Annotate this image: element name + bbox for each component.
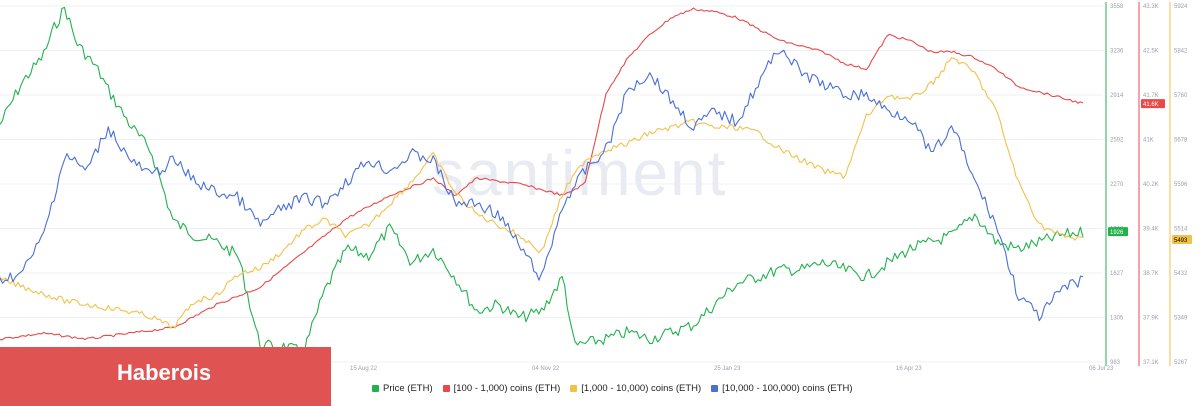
y-tick-label: 5514 <box>1174 227 1188 233</box>
current-value-label: 1926 <box>1110 230 1124 236</box>
y-tick-label: 5678 <box>1174 138 1188 144</box>
legend-item[interactable]: [10,000 - 100,000) coins (ETH) <box>711 383 853 394</box>
y-tick-label: 5432 <box>1174 271 1188 277</box>
legend-item[interactable]: [1,000 - 10,000) coins (ETH) <box>570 383 701 394</box>
y-tick-label: 40.2K <box>1143 182 1159 188</box>
series-line-2 <box>0 57 1084 329</box>
y-tick-label: 37.1K <box>1143 360 1159 366</box>
current-value-label: 5493 <box>1174 238 1188 244</box>
x-tick-label: 16 Apr 23 <box>896 366 922 372</box>
y-tick-label: 37.9K <box>1143 316 1159 322</box>
y-tick-label: 5349 <box>1174 316 1188 322</box>
legend-swatch <box>372 385 379 392</box>
legend-label: [10,000 - 100,000) coins (ETH) <box>722 383 853 394</box>
y-tick-label: 5842 <box>1174 49 1188 55</box>
axes: 3558323629142592227019481627130598319264… <box>1105 2 1192 366</box>
y-tick-label: 41.7K <box>1143 93 1159 99</box>
y-tick-label: 983 <box>1110 360 1121 366</box>
y-tick-label: 5596 <box>1174 182 1188 188</box>
series-lines <box>0 6 1084 357</box>
y-tick-label: 5267 <box>1174 360 1188 366</box>
legend-swatch <box>711 385 719 392</box>
y-tick-label: 38.7K <box>1143 271 1159 277</box>
current-value-badge <box>1172 235 1192 245</box>
series-line-3 <box>0 49 1084 322</box>
legend-label: [1,000 - 10,000) coins (ETH) <box>581 383 702 394</box>
legend-item[interactable]: Price (ETH) <box>372 383 433 394</box>
y-tick-label: 39.4K <box>1143 227 1159 233</box>
current-value-badge <box>1141 99 1165 109</box>
current-value-label: 41.6K <box>1143 102 1159 108</box>
legend-item[interactable]: [100 - 1,000) coins (ETH) <box>442 383 561 394</box>
banner-label: Haberois <box>117 360 212 385</box>
y-tick-label: 1305 <box>1110 316 1124 322</box>
y-tick-label: 42.5K <box>1143 49 1159 55</box>
series-line-1 <box>0 7 1084 341</box>
brand-banner: Haberois <box>0 347 331 406</box>
x-tick-label: 06 Jul 23 <box>1089 366 1114 372</box>
legend-label: Price (ETH) <box>383 383 433 394</box>
y-tick-label: 5760 <box>1174 93 1188 99</box>
legend-swatch <box>570 385 578 392</box>
series-line-0 <box>0 6 1084 357</box>
legend: Price (ETH) [100 - 1,000) coins (ETH) [1,0… <box>372 383 853 394</box>
watermark: santiment <box>432 137 727 209</box>
y-tick-label: 43.3K <box>1143 4 1159 10</box>
y-tick-label: 3558 <box>1110 4 1124 10</box>
y-tick-label: 2270 <box>1110 182 1124 188</box>
legend-label: [100 - 1,000) coins (ETH) <box>453 383 561 394</box>
y-tick-label: 3236 <box>1110 49 1124 55</box>
x-tick-label: 04 Nov 22 <box>532 366 560 372</box>
x-tick-label: 25 Jan 23 <box>714 366 741 372</box>
y-tick-label: 41K <box>1143 138 1154 144</box>
grid-lines <box>0 5 1103 363</box>
y-tick-label: 1627 <box>1110 271 1124 277</box>
legend-swatch <box>442 385 450 392</box>
x-tick-label: 15 Aug 22 <box>350 366 378 372</box>
y-tick-label: 5924 <box>1174 4 1188 10</box>
current-value-badge <box>1108 227 1128 237</box>
y-tick-label: 2914 <box>1110 93 1124 99</box>
y-tick-label: 2592 <box>1110 138 1124 144</box>
